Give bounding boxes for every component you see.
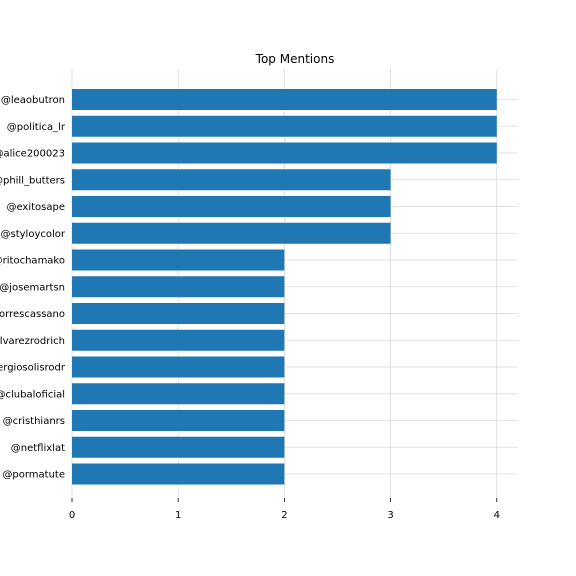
x-tick-label: 4 (494, 510, 500, 521)
bar (72, 276, 285, 298)
chart-title: Top Mentions (255, 52, 335, 66)
y-tick-label: @pormatute (2, 470, 65, 481)
y-tick-label: @phill_butters (0, 175, 65, 186)
y-tick-label: @clubaloficial (0, 389, 65, 400)
bar (72, 436, 285, 458)
x-axis: 0 1 2 3 4 (69, 498, 500, 521)
x-tick-label: 0 (69, 510, 75, 521)
x-tick-label: 3 (387, 510, 393, 521)
bar (72, 410, 285, 431)
bar (72, 142, 497, 164)
x-tick-label: 2 (281, 510, 287, 521)
y-tick-label: @exitosape (6, 202, 65, 213)
bar (72, 383, 285, 405)
y-tick-label: @cristhianrs (3, 416, 65, 427)
y-tick-labels: @leaobutron @politica_lr @alice200023 @phil… (0, 95, 66, 481)
bar (72, 249, 285, 271)
y-tick-label: @josemartsn (0, 282, 65, 293)
bar (72, 115, 497, 137)
bar (72, 222, 391, 244)
y-tick-label: @alice200023 (0, 149, 65, 160)
bar (72, 463, 285, 485)
bar (72, 303, 285, 324)
bar (72, 356, 285, 378)
bar (72, 89, 497, 110)
y-tick-label: @styloycolor (1, 229, 66, 240)
y-tick-label: @ritochamako (0, 256, 65, 267)
y-tick-label: @torrescassano (0, 309, 65, 320)
bar (72, 169, 391, 191)
x-tick-label: 1 (175, 510, 181, 521)
y-tick-label: @leaobutron (1, 95, 65, 106)
y-tick-label: @netflixlat (11, 443, 65, 454)
bar (72, 329, 285, 351)
y-tick-label: @sergiosolisrodr (0, 363, 66, 374)
bars (72, 89, 497, 485)
bar (72, 196, 391, 217)
y-tick-label: @politica_lr (7, 122, 66, 133)
y-tick-label: @alvarezrodrich (0, 336, 65, 347)
